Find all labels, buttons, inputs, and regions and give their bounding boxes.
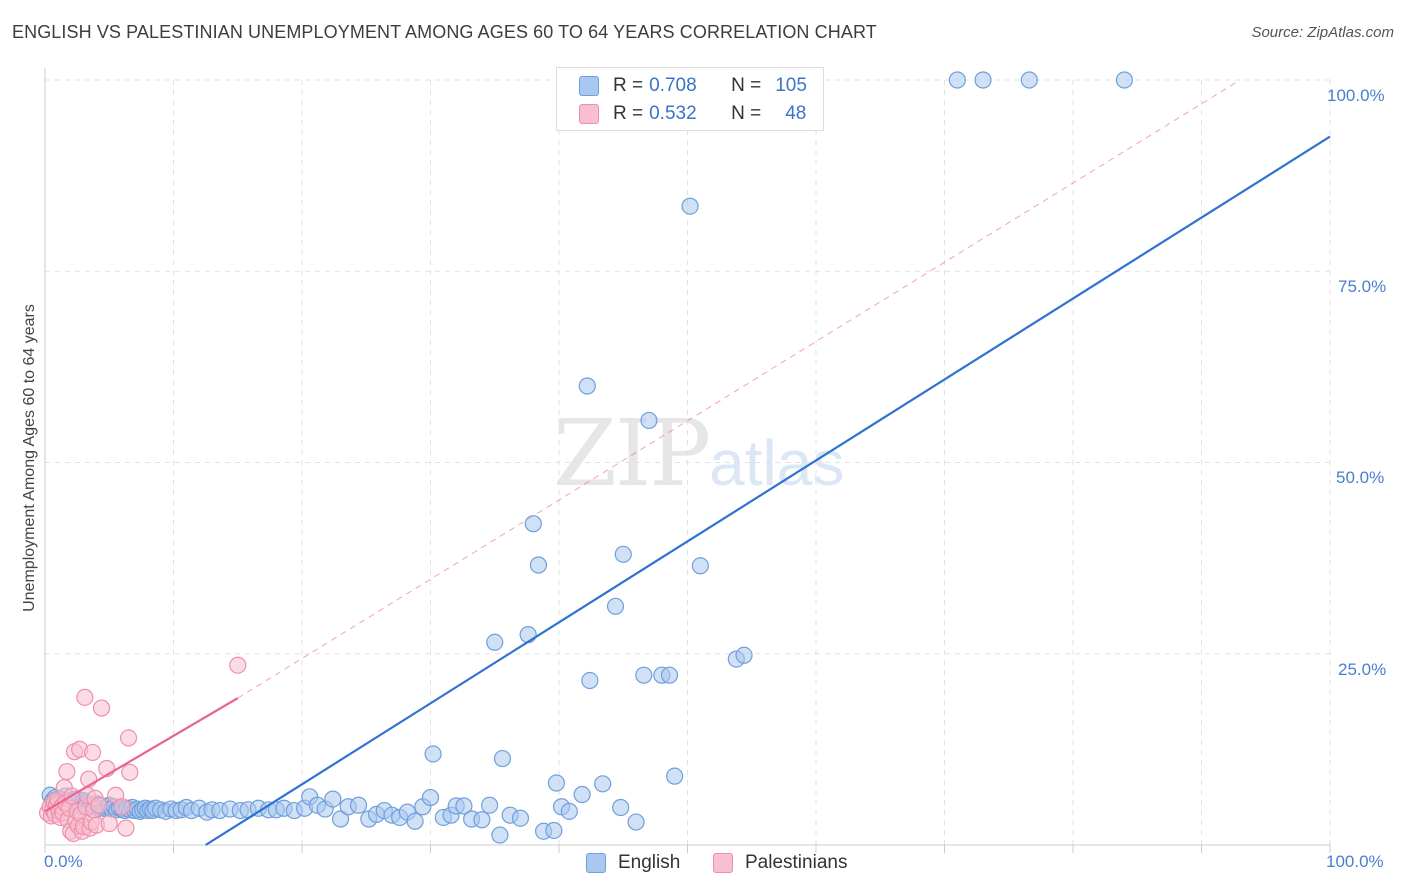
english-legend-icon [586, 853, 606, 873]
palestinian-point [117, 819, 135, 837]
y-tick-label-50: 50.0% [1336, 468, 1385, 487]
english-point [524, 515, 542, 533]
zipatlas-watermark: ZIPatlas [553, 400, 844, 507]
legend-r-value: 0.532 [649, 103, 697, 124]
english-point [331, 810, 350, 828]
english-point [519, 626, 537, 644]
english-point [486, 633, 504, 651]
english-point [581, 671, 599, 690]
english-point [627, 813, 645, 831]
english-point [1020, 71, 1038, 89]
palestinian-point [119, 729, 138, 747]
english-point [948, 71, 966, 89]
source-label[interactable]: Source: ZipAtlas.com [1251, 24, 1394, 41]
y-tick-label-25: 25.0% [1338, 660, 1387, 679]
english-point [529, 556, 548, 574]
english-point [545, 821, 563, 840]
english-point [511, 809, 530, 827]
legend-r-value: 0.708 [649, 75, 697, 96]
legend-n-value: 105 [775, 75, 807, 96]
english-point [1115, 71, 1134, 89]
legend-n-label: N = [731, 75, 762, 96]
english-point [691, 557, 709, 575]
palestinian-trend-line [44, 697, 239, 813]
chart-title: ENGLISH VS PALESTINIAN UNEMPLOYMENT AMON… [12, 22, 877, 42]
english-point [666, 767, 684, 785]
english-point [481, 796, 499, 814]
y-tick-label-75: 75.0% [1338, 277, 1387, 296]
english-point [612, 798, 630, 817]
english-point [573, 785, 591, 804]
palestinian-point [90, 796, 108, 814]
x-tick-label-max: 100.0% [1326, 852, 1384, 871]
english-point [606, 597, 625, 615]
english-point [349, 796, 368, 814]
palestinian-point [121, 763, 139, 781]
english-point [660, 666, 679, 684]
english-point [424, 745, 442, 763]
english-point [974, 71, 992, 89]
x-tick-label-min: 0.0% [44, 852, 83, 871]
english-point [578, 377, 596, 395]
palestinian-trend-dashed [237, 79, 1241, 699]
english-point [406, 812, 424, 830]
legend-n-label: N = [731, 103, 762, 124]
english-point [491, 826, 509, 844]
watermark-zip: ZIP [553, 400, 711, 507]
legend-r-label: R = [613, 75, 644, 96]
palestinian-point [92, 699, 111, 717]
palestinian-point [229, 656, 247, 674]
bottom-legend-label: Palestinians [745, 852, 848, 873]
palestinian-point [100, 814, 118, 833]
english-point [560, 802, 578, 820]
english-point [640, 411, 658, 430]
palestinian-legend-icon [713, 853, 733, 873]
bottom-legend-english[interactable]: English [586, 852, 680, 874]
english-point [614, 545, 632, 563]
palestinian-point [76, 688, 94, 706]
palestinian-point [58, 762, 76, 781]
legend-row-palestinian: R = 0.532 N = 48 [579, 100, 806, 128]
palestinian-point [83, 743, 102, 762]
english-trend-line [205, 135, 1331, 846]
english-point [421, 788, 440, 807]
english-point [455, 797, 473, 815]
english-point [635, 666, 653, 684]
english-point [493, 749, 512, 768]
bottom-legend-label: English [618, 852, 681, 873]
legend-n-value: 48 [785, 103, 807, 124]
palestinian-point [113, 798, 131, 816]
english-point [735, 646, 753, 664]
legend-r-label: R = [613, 103, 644, 124]
english-swatch-icon [579, 76, 599, 96]
english-point [547, 774, 566, 792]
y-tick-label-100: 100.0% [1327, 86, 1385, 105]
palestinian-swatch-icon [579, 104, 599, 124]
english-point [473, 811, 491, 829]
legend-row-english: R = 0.708 N = 105 [579, 72, 807, 100]
english-point [681, 197, 699, 215]
english-point [594, 775, 612, 793]
y-axis-label: Unemployment Among Ages 60 to 64 years [21, 304, 38, 612]
bottom-legend-palestinians[interactable]: Palestinians [713, 852, 847, 874]
correlation-legend: R = 0.708 N = 105 R = 0.532 N = 48 [556, 67, 824, 131]
english-point [324, 790, 342, 808]
